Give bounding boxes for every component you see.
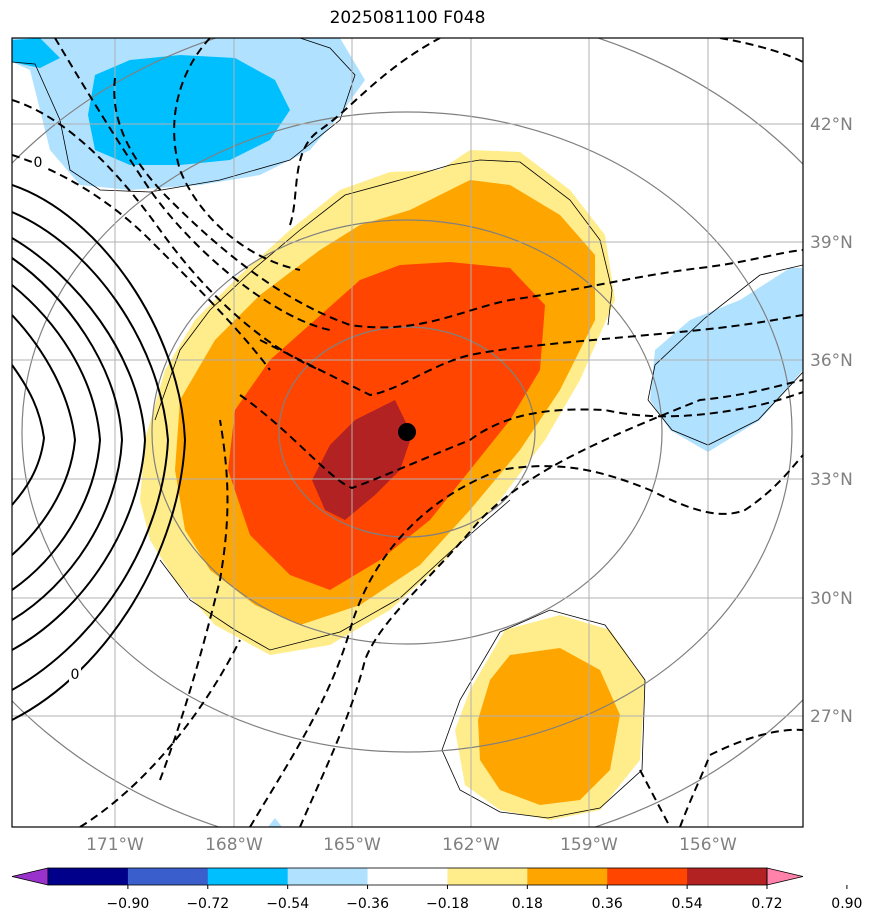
colorbar-segment bbox=[48, 868, 129, 885]
colorbar-segment bbox=[367, 868, 448, 885]
negative-contours bbox=[12, 38, 803, 827]
lat-tick-label: 30°N bbox=[810, 589, 853, 609]
colorbar-segments bbox=[11, 867, 804, 886]
colorbar-tick-label: −0.90 bbox=[106, 896, 149, 912]
lon-tick-label: 168°W bbox=[205, 835, 263, 855]
storm-center-marker bbox=[398, 423, 416, 441]
colorbar-extend-min bbox=[11, 867, 49, 886]
colorbar-segment bbox=[207, 868, 289, 885]
colorbar-segment bbox=[607, 868, 688, 885]
colorbar-tick-label: −0.72 bbox=[186, 896, 229, 912]
lon-tick-label: 162°W bbox=[442, 835, 500, 855]
contour-labels: 0 0 bbox=[32, 154, 81, 683]
colorbar-tick-label: −0.18 bbox=[426, 896, 469, 912]
colorbar-tick-label: 0.18 bbox=[512, 896, 543, 912]
positive-anomaly-shading bbox=[140, 150, 645, 820]
longitude-ticks: 171°W 168°W 165°W 162°W 159°W 156°W bbox=[86, 835, 737, 855]
colorbar-tick-label: 0.90 bbox=[831, 896, 862, 912]
colorbar-tick-label: 0.36 bbox=[592, 896, 623, 912]
colorbar-tick-label: 0.72 bbox=[751, 896, 782, 912]
colorbar-tick-label: −0.36 bbox=[346, 896, 389, 912]
lat-tick-label: 39°N bbox=[810, 233, 853, 253]
map-frame bbox=[11, 37, 804, 828]
colorbar: −0.90 −0.72 −0.54 −0.36 −0.18 0.18 0.36 0.54 0.7… bbox=[11, 867, 862, 912]
map-area: 0 0 bbox=[12, 38, 803, 827]
contour-label-zero: 0 bbox=[71, 667, 80, 683]
colorbar-segment bbox=[287, 868, 369, 885]
map-title: 2025081100 F048 bbox=[329, 8, 486, 28]
lat-tick-label: 27°N bbox=[810, 707, 853, 727]
lon-tick-label: 165°W bbox=[323, 835, 381, 855]
positive-contours bbox=[12, 184, 187, 721]
colorbar-extend-max bbox=[766, 867, 804, 886]
graticule bbox=[12, 38, 803, 827]
colorbar-segment bbox=[127, 868, 209, 885]
lat-tick-label: 33°N bbox=[810, 470, 853, 490]
lat-tick-label: 42°N bbox=[810, 115, 853, 135]
lon-tick-label: 171°W bbox=[86, 835, 144, 855]
colorbar-tick-label: 0.54 bbox=[672, 896, 703, 912]
distance-rings bbox=[12, 38, 803, 827]
colorbar-tick-label: −0.54 bbox=[266, 896, 309, 912]
colorbar-segment bbox=[527, 868, 608, 885]
latitude-ticks: 42°N 39°N 36°N 33°N 30°N 27°N bbox=[810, 115, 853, 727]
colorbar-labels: −0.90 −0.72 −0.54 −0.36 −0.18 0.18 0.36 0.54 0.7… bbox=[106, 885, 862, 912]
lat-tick-label: 36°N bbox=[810, 351, 853, 371]
colorbar-segment bbox=[447, 868, 528, 885]
colorbar-segment bbox=[687, 868, 768, 885]
lon-tick-label: 159°W bbox=[560, 835, 618, 855]
lon-tick-label: 156°W bbox=[679, 835, 737, 855]
colorbar-outline bbox=[47, 867, 768, 886]
contour-label-zero: 0 bbox=[34, 155, 43, 171]
